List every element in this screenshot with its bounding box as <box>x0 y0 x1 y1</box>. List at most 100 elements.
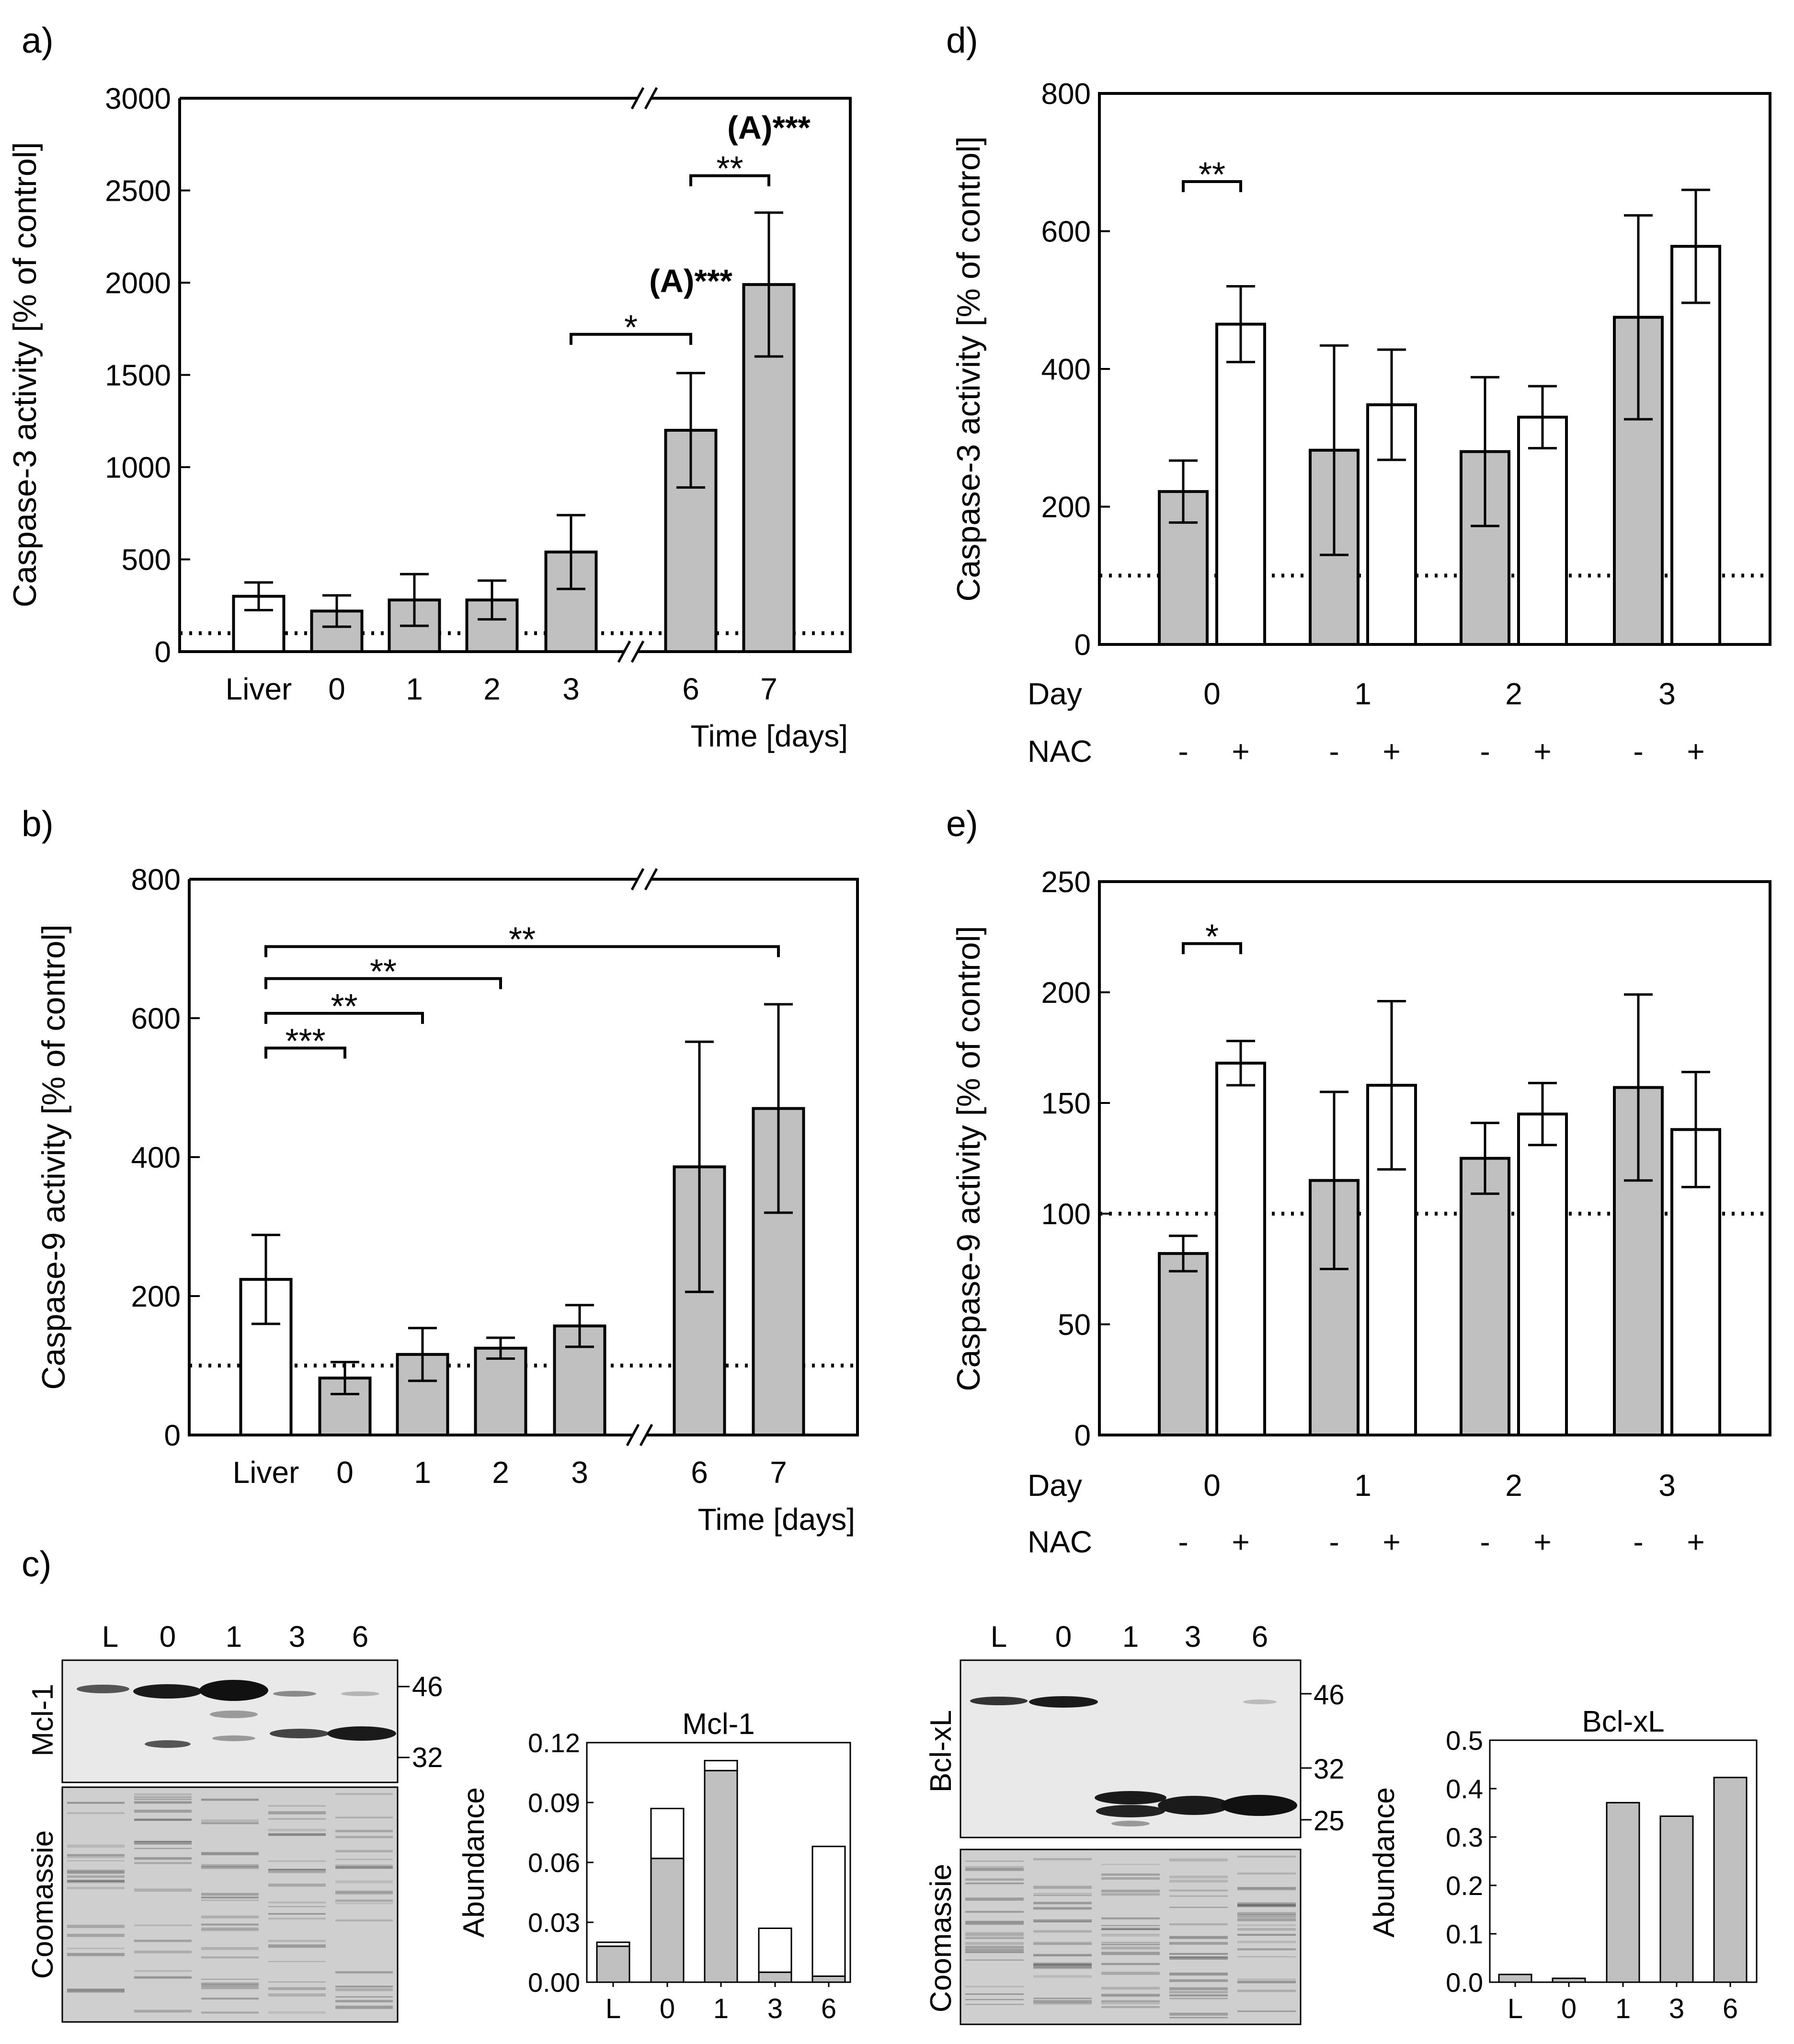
coomassie-band <box>268 1940 326 1942</box>
coomassie-band <box>134 1951 192 1953</box>
coomassie-band <box>268 1913 326 1915</box>
c1-6-lower-bar <box>811 1975 846 1983</box>
bclxl-western-blot: L 0 1 3 6 46 32 25 Bcl-xL Coomassie <box>925 1620 1345 2025</box>
coomassie-band <box>335 1891 393 1895</box>
coomassie-band <box>1101 1864 1160 1865</box>
coomassie-band <box>965 1923 1024 1925</box>
d-day-label: 2 <box>1505 677 1522 711</box>
b-2-bar <box>474 1346 527 1436</box>
e-significance-label: * <box>1205 918 1219 956</box>
a-ytick-label: 2000 <box>105 267 171 300</box>
coomassie-band <box>134 1840 192 1842</box>
bclxl-marker-46: 46 <box>1314 1679 1345 1711</box>
d-nac-sign: - <box>1329 734 1339 769</box>
c1-0-upper-bar <box>650 1808 685 1860</box>
bclxl-abundance-chart: 0.0 0.1 0.2 0.3 0.4 0.5 Abundance Bcl-xL L 0 1 3 6 <box>1368 1705 1758 2024</box>
coomassie-band <box>268 1987 326 1990</box>
coomassie-band <box>1033 1964 1092 1968</box>
coomassie-band <box>335 1867 393 1869</box>
d-day3-nac-bar <box>1670 245 1721 646</box>
coomassie-band <box>134 1799 192 1800</box>
c1-ytick-label: 0.09 <box>528 1788 580 1818</box>
b-significance-bracket <box>264 945 780 957</box>
bclxl-marker-32: 32 <box>1314 1754 1345 1785</box>
coomassie-band <box>1169 1995 1228 1997</box>
coomassie-band <box>134 1848 192 1849</box>
d-nac-sign: + <box>1383 734 1400 769</box>
c2-ytick-label: 0.1 <box>1446 1919 1483 1949</box>
coomassie-band <box>965 1946 1024 1949</box>
c1-xtick-label: 0 <box>660 1993 675 2024</box>
coomassie-band <box>1237 1912 1296 1915</box>
c1-xtick-label: 1 <box>713 1993 729 2024</box>
e-day2-ctrl-bar <box>1460 1157 1510 1436</box>
coomassie-band <box>965 1999 1024 2000</box>
coomassie-band <box>268 1993 326 1997</box>
c1-xtick-label: 6 <box>821 1993 836 2024</box>
mcl1-band-upper-6 <box>341 1691 379 1696</box>
mcl1-lane-label-0: 0 <box>160 1620 176 1654</box>
mcl1-band-lower-1 <box>212 1735 255 1741</box>
coomassie-band <box>1169 1906 1228 1908</box>
b-ytick-label: 600 <box>131 1002 181 1035</box>
coomassie-band <box>201 1947 259 1950</box>
coomassie-band <box>1101 1946 1160 1950</box>
b-xtick-label: 7 <box>770 1455 787 1490</box>
coomassie-band <box>335 1899 393 1902</box>
bclxl-band-c-1 <box>1111 1821 1150 1826</box>
coomassie-band <box>67 1880 125 1882</box>
coomassie-band <box>1033 1902 1092 1905</box>
coomassie-band <box>67 1952 125 1956</box>
mcl1-coomassie-image <box>61 1786 399 2023</box>
coomassie-band <box>1169 1987 1228 1990</box>
c2-l-bar <box>1498 1974 1532 1983</box>
a-axis-break-mark <box>644 87 658 110</box>
b-significance-label: ** <box>331 988 357 1026</box>
b-significance-bracket <box>264 977 502 989</box>
coomassie-band <box>1169 1923 1228 1926</box>
coomassie-band <box>965 1897 1024 1901</box>
mcl1-western-blot: L 0 1 3 6 46 32 Mcl-1 Coomassie <box>26 1620 443 2023</box>
c2-ytick-label: 0.3 <box>1446 1822 1483 1852</box>
c2-ylabel: Abundance <box>1368 1787 1401 1938</box>
coomassie-band <box>67 1947 125 1950</box>
coomassie-band <box>965 1866 1024 1870</box>
mcl1-abundance-chart: 0.00 0.03 0.06 0.09 0.12 Abundance Mcl-1 L 0 1 3 6 <box>457 1708 851 2024</box>
a-significance-label: * <box>624 309 638 347</box>
e-day-label: 0 <box>1203 1468 1221 1503</box>
coomassie-band <box>1169 1936 1228 1939</box>
coomassie-band <box>1101 1944 1160 1945</box>
bclxl-band-6 <box>1221 1795 1297 1816</box>
coomassie-band <box>201 1864 259 1868</box>
a-ytick-label: 2500 <box>105 175 171 208</box>
coomassie-band <box>1101 2001 1160 2005</box>
bclxl-lane-label-1: 1 <box>1122 1620 1139 1654</box>
d-significance-bracket <box>1182 180 1242 192</box>
b-significance-label: ** <box>370 953 397 991</box>
coomassie-band <box>268 1961 326 1962</box>
bclxl-band-upper-L <box>970 1697 1028 1705</box>
c2-ytick-label: 0.5 <box>1446 1725 1483 1756</box>
a-ytick-label: 1500 <box>105 359 171 392</box>
e-day0-nac-bar <box>1215 1061 1266 1437</box>
coomassie-band <box>268 1872 326 1873</box>
coomassie-band <box>134 1970 192 1972</box>
coomassie-band <box>1033 1893 1092 1895</box>
coomassie-band <box>1169 1895 1228 1897</box>
coomassie-band <box>268 1828 326 1832</box>
d-day-label: 0 <box>1203 677 1221 711</box>
coomassie-band <box>1237 1855 1296 1858</box>
b-xtick-label: 6 <box>691 1455 708 1490</box>
coomassie-band <box>201 1893 259 1896</box>
coomassie-band <box>965 1932 1024 1935</box>
coomassie-band <box>1237 1941 1296 1943</box>
coomassie-band <box>1101 1917 1160 1919</box>
coomassie-band <box>1033 1966 1092 1969</box>
coomassie-band <box>335 1890 393 1894</box>
c1-l-upper-bar <box>596 1941 630 1947</box>
coomassie-band <box>1169 1994 1228 1996</box>
panel-a-caspase3-time: a) 0 500 1000 1500 2000 2500 3000 Caspase-3 act… <box>7 20 852 753</box>
coomassie-band <box>335 1866 393 1869</box>
coomassie-band <box>268 1918 326 1920</box>
a-ytick-label: 3000 <box>105 82 171 115</box>
